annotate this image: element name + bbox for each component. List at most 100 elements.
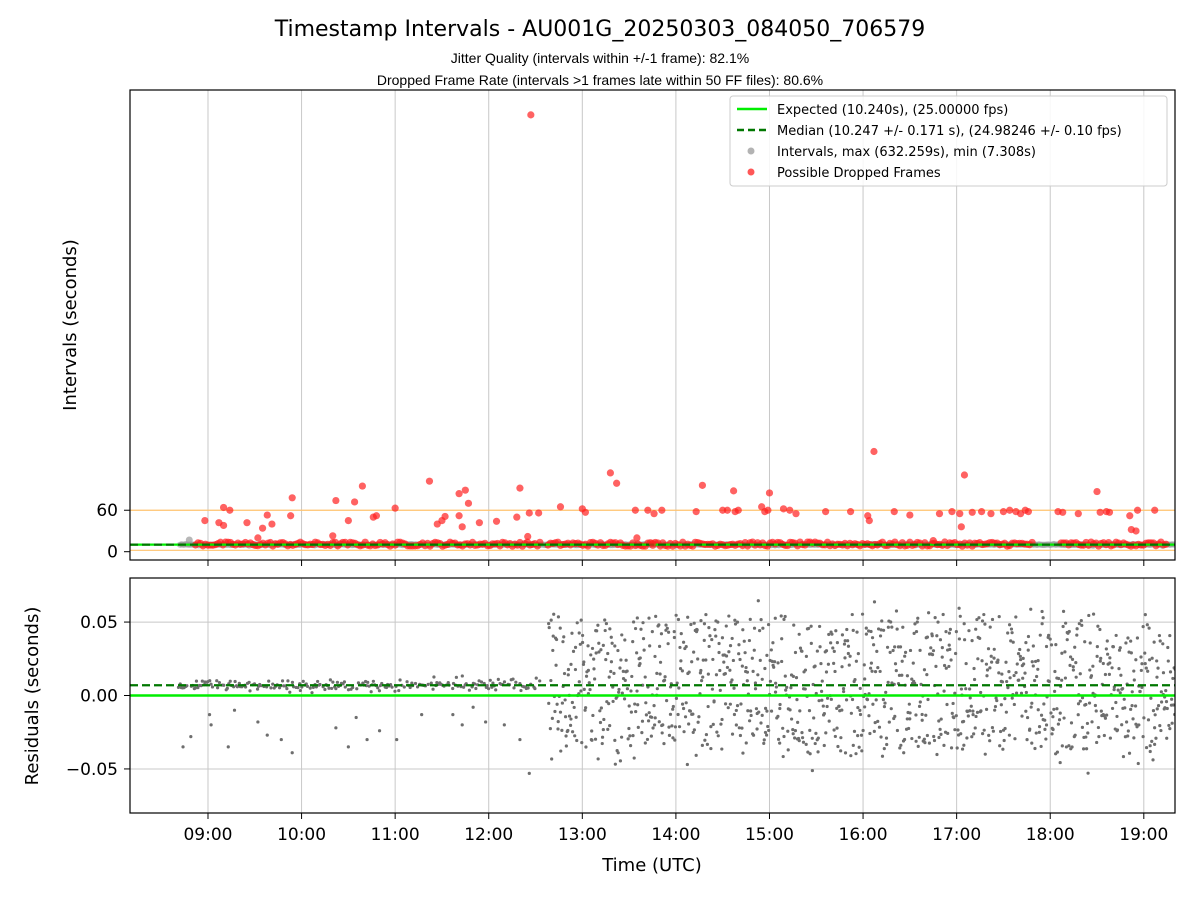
residual-point [564,734,568,738]
residual-point [818,624,822,629]
residual-point [653,716,657,720]
residual-point [835,726,839,730]
residual-point [617,690,621,694]
dropped-frame-point [369,513,377,521]
residual-point [578,642,582,646]
residual-point [451,686,455,691]
dropped-frame-point [461,486,469,494]
residual-point [511,677,515,681]
residual-point [248,689,252,693]
residual-point [679,632,683,636]
residual-point [792,623,796,627]
residual-point [854,659,858,663]
residual-point [723,672,727,676]
residual-point [1127,751,1132,755]
dropped-frame-point [1093,487,1101,496]
residual-point [376,686,380,690]
residual-point [255,687,260,691]
residual-point [1171,703,1175,707]
legend-box [729,95,1168,187]
residual-point [894,609,899,613]
residual-point [491,681,495,685]
residual-point [1160,700,1164,704]
residual-point [942,663,947,668]
residual-point [763,706,768,710]
residual-point [628,734,632,738]
residual-point [1061,609,1066,613]
residual-point [829,641,833,645]
residual-point [858,712,863,717]
residual-point [997,671,1001,675]
residual-point [974,714,978,719]
residual-point [885,742,889,747]
intervals-axes-frame [129,89,1176,561]
dropped-frame-point [999,508,1008,516]
residual-point [1114,700,1118,705]
residual-point [1003,697,1007,701]
residual-point [707,626,711,630]
residual-point [1008,676,1012,680]
residual-point [305,684,310,688]
dropped-frame-point [527,111,535,119]
residual-point [606,727,610,731]
residual-point [1151,708,1156,713]
residual-point [931,649,936,653]
residual-point [1156,704,1161,708]
residual-point [752,626,757,630]
residual-point [1157,633,1162,638]
residual-point [1171,676,1175,681]
residual-point [811,682,815,687]
residual-point [623,678,627,682]
residual-point [635,651,639,655]
residual-point [801,740,806,744]
residual-point [1022,662,1026,666]
residual-point [930,653,935,657]
residual-point [1031,644,1035,648]
residual-point [1038,633,1042,637]
dropped-frame-point [254,534,262,542]
residual-point [460,674,464,678]
residual-point [905,717,909,721]
residual-point [590,646,595,651]
residual-point [1096,624,1100,628]
residual-point [556,720,560,724]
residual-point [586,668,590,672]
residual-point [607,702,611,706]
residual-point [728,643,733,648]
residual-point [1101,661,1105,666]
x-tick-label: 13:00 [558,825,607,845]
residual-point [563,698,567,702]
residual-point [1039,744,1043,749]
residual-point [976,657,980,661]
residual-point [1117,667,1121,671]
dropped-frame-point [1126,512,1134,520]
residual-point [667,733,672,737]
residual-point [861,728,865,733]
residual-point [870,669,874,673]
residual-point [194,679,199,683]
residual-point [1148,744,1152,748]
residual-point [927,741,932,745]
residual-point [680,702,685,706]
residual-point [1121,754,1126,759]
residual-point [836,744,840,749]
residual-point [613,738,617,742]
residual-point [953,691,957,695]
residual-point [1085,721,1090,726]
x-axis-label: Time (UTC) [601,855,702,876]
residual-point [1040,622,1044,626]
residual-point [666,642,670,646]
residual-point [678,666,683,671]
residual-point [850,697,855,702]
residual-point [1043,727,1047,731]
residual-point [1102,733,1106,738]
residual-point [572,705,576,710]
residual-point [786,729,790,733]
x-tick-label: 15:00 [745,825,794,845]
residual-point [256,720,260,724]
residual-point [957,606,961,610]
residual-point [970,639,974,643]
residual-point [735,704,740,708]
residual-point [980,619,985,623]
residual-point [1088,668,1092,672]
